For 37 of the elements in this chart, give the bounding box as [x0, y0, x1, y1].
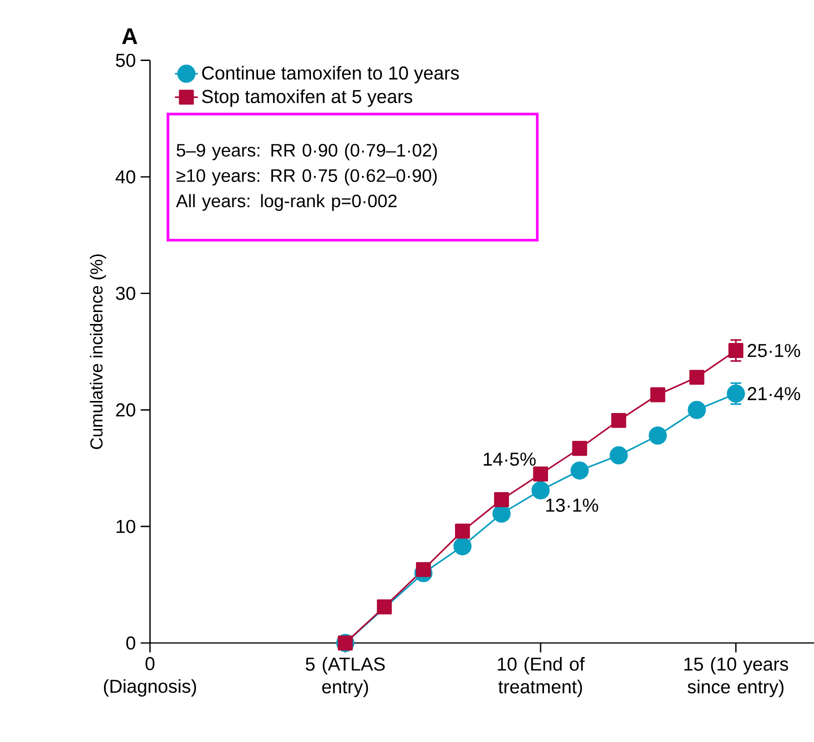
point [648, 426, 667, 445]
point [611, 412, 626, 428]
legend-label: Stop tamoxifen at 5 years [202, 89, 412, 107]
y-tick-label: 20 [116, 403, 136, 417]
point [570, 461, 589, 480]
y-tick-label: 50 [116, 54, 136, 67]
point [532, 481, 550, 500]
legend-label: Continue tamoxifen to 10 years [202, 66, 459, 84]
data-label: 14·5% [484, 452, 536, 466]
x-tick-label: 0 (Diagnosis) [104, 657, 196, 697]
data-label: 13·1% [546, 498, 598, 512]
data-label: 25·1% [748, 344, 800, 358]
x-tick-label: 10 (End of treatment) [498, 657, 585, 698]
point [376, 599, 392, 614]
chart-title: A [122, 28, 138, 44]
point [533, 466, 548, 482]
x-tick-label: 15 (10 years since entry) [684, 657, 788, 698]
point [453, 537, 472, 556]
point [494, 492, 509, 508]
annotation: ≥10 years: RR 0·75 (0·62–0·90) [176, 168, 437, 186]
point [610, 446, 628, 464]
data-label: 21·4% [748, 387, 800, 400]
x-tick-label: 5 (ATLAS entry) [306, 657, 385, 698]
point [572, 440, 588, 456]
point [416, 562, 431, 578]
y-axis-title: Cumulative incidence (%) [90, 254, 106, 450]
annotation: All years: log-rank p=0·002 [176, 194, 397, 211]
annotation: 5–9 years: RR 0·90 (0·79–1·02) [176, 143, 437, 160]
y-tick-label: 10 [116, 520, 136, 534]
y-tick-label: 0 [126, 636, 136, 650]
point [689, 370, 704, 385]
point [455, 524, 470, 539]
point [688, 400, 706, 419]
point [650, 387, 666, 402]
point [728, 343, 744, 358]
y-tick-label: 40 [116, 170, 136, 184]
y-tick-label: 30 [116, 286, 136, 300]
